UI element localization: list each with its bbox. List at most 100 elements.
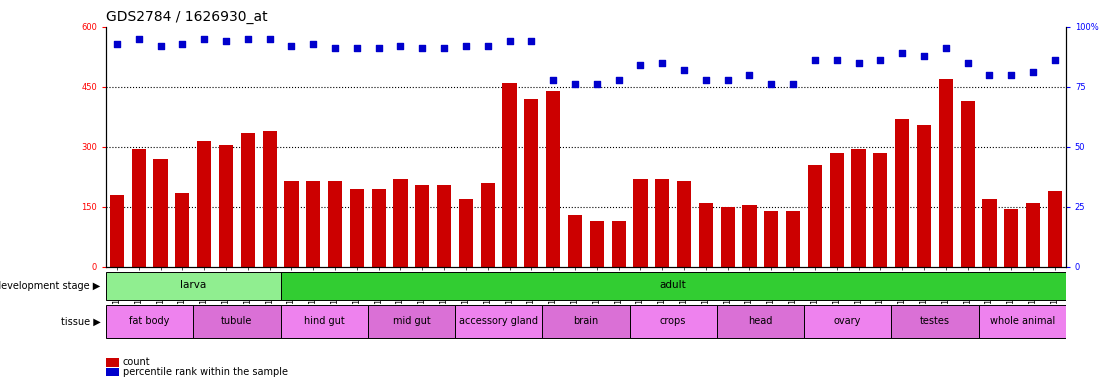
Bar (655, 179, 670, 267)
Bar (829, 153, 844, 267)
Bar (525, 99, 538, 267)
Bar (742, 205, 757, 267)
Bar (804, 305, 892, 338)
Bar (306, 181, 320, 267)
Bar (786, 211, 800, 267)
Text: adult: adult (660, 280, 686, 290)
Point (653, 60, 671, 66)
Bar (415, 185, 430, 267)
Bar (459, 199, 473, 267)
Bar (874, 153, 887, 267)
Bar (455, 305, 542, 338)
Bar (1048, 191, 1062, 267)
Text: whole animal: whole animal (990, 316, 1055, 326)
Text: larva: larva (180, 280, 206, 290)
Point (675, 67, 693, 73)
Point (609, 77, 627, 83)
Text: hind gut: hind gut (304, 316, 345, 326)
Point (1002, 72, 1020, 78)
Point (741, 72, 759, 78)
Point (239, 36, 257, 42)
Point (458, 43, 475, 49)
Bar (241, 133, 254, 267)
Point (522, 38, 540, 44)
Bar (546, 91, 560, 267)
Point (129, 36, 147, 42)
Bar (285, 181, 298, 267)
Point (195, 36, 213, 42)
Bar (262, 131, 277, 267)
Point (173, 41, 191, 47)
Bar (721, 207, 734, 267)
Point (479, 43, 497, 49)
Point (326, 45, 344, 51)
Bar (198, 141, 211, 267)
Bar (368, 305, 455, 338)
Point (785, 81, 802, 88)
Point (369, 45, 387, 51)
Point (282, 43, 300, 49)
Bar (372, 189, 386, 267)
Text: tubule: tubule (221, 316, 252, 326)
Bar (1004, 209, 1018, 267)
Point (915, 53, 933, 59)
Bar (634, 179, 647, 267)
Text: crops: crops (660, 316, 686, 326)
Bar (542, 305, 629, 338)
Point (806, 58, 824, 64)
Point (588, 81, 606, 88)
Point (719, 77, 737, 83)
Bar (193, 305, 280, 338)
Bar (568, 215, 583, 267)
Point (872, 58, 889, 64)
Point (217, 38, 235, 44)
Text: GDS2784 / 1626930_at: GDS2784 / 1626930_at (106, 10, 268, 25)
Point (981, 72, 999, 78)
Bar (982, 199, 997, 267)
Bar (109, 195, 124, 267)
Point (305, 41, 323, 47)
Point (348, 45, 366, 51)
Bar (699, 203, 713, 267)
Point (828, 58, 846, 64)
Point (108, 41, 126, 47)
Text: testes: testes (920, 316, 950, 326)
Text: development stage ▶: development stage ▶ (0, 281, 100, 291)
Point (566, 81, 584, 88)
Text: fat body: fat body (129, 316, 170, 326)
Point (959, 60, 976, 66)
Bar (892, 305, 979, 338)
Bar (852, 149, 866, 267)
Text: tissue ▶: tissue ▶ (60, 316, 100, 327)
Point (893, 50, 911, 56)
Text: head: head (748, 316, 772, 326)
Point (392, 43, 410, 49)
Bar (589, 221, 604, 267)
Point (152, 43, 170, 49)
Text: percentile rank within the sample: percentile rank within the sample (123, 367, 288, 377)
Text: count: count (123, 358, 151, 367)
Text: accessory gland: accessory gland (459, 316, 538, 326)
Text: mid gut: mid gut (393, 316, 431, 326)
Point (261, 36, 279, 42)
Bar (280, 305, 368, 338)
Bar (939, 79, 953, 267)
Point (1046, 58, 1064, 64)
Bar (808, 165, 822, 267)
Point (501, 38, 519, 44)
Bar (895, 119, 910, 267)
Point (696, 77, 714, 83)
Bar (154, 159, 167, 267)
Point (936, 45, 954, 51)
Text: ovary: ovary (834, 316, 862, 326)
Point (762, 81, 780, 88)
Bar (917, 125, 931, 267)
Bar (106, 272, 280, 300)
Bar (1026, 203, 1040, 267)
Bar (175, 193, 190, 267)
Point (545, 77, 562, 83)
Bar (349, 189, 364, 267)
Bar (764, 211, 778, 267)
Bar (328, 181, 343, 267)
Point (435, 45, 453, 51)
